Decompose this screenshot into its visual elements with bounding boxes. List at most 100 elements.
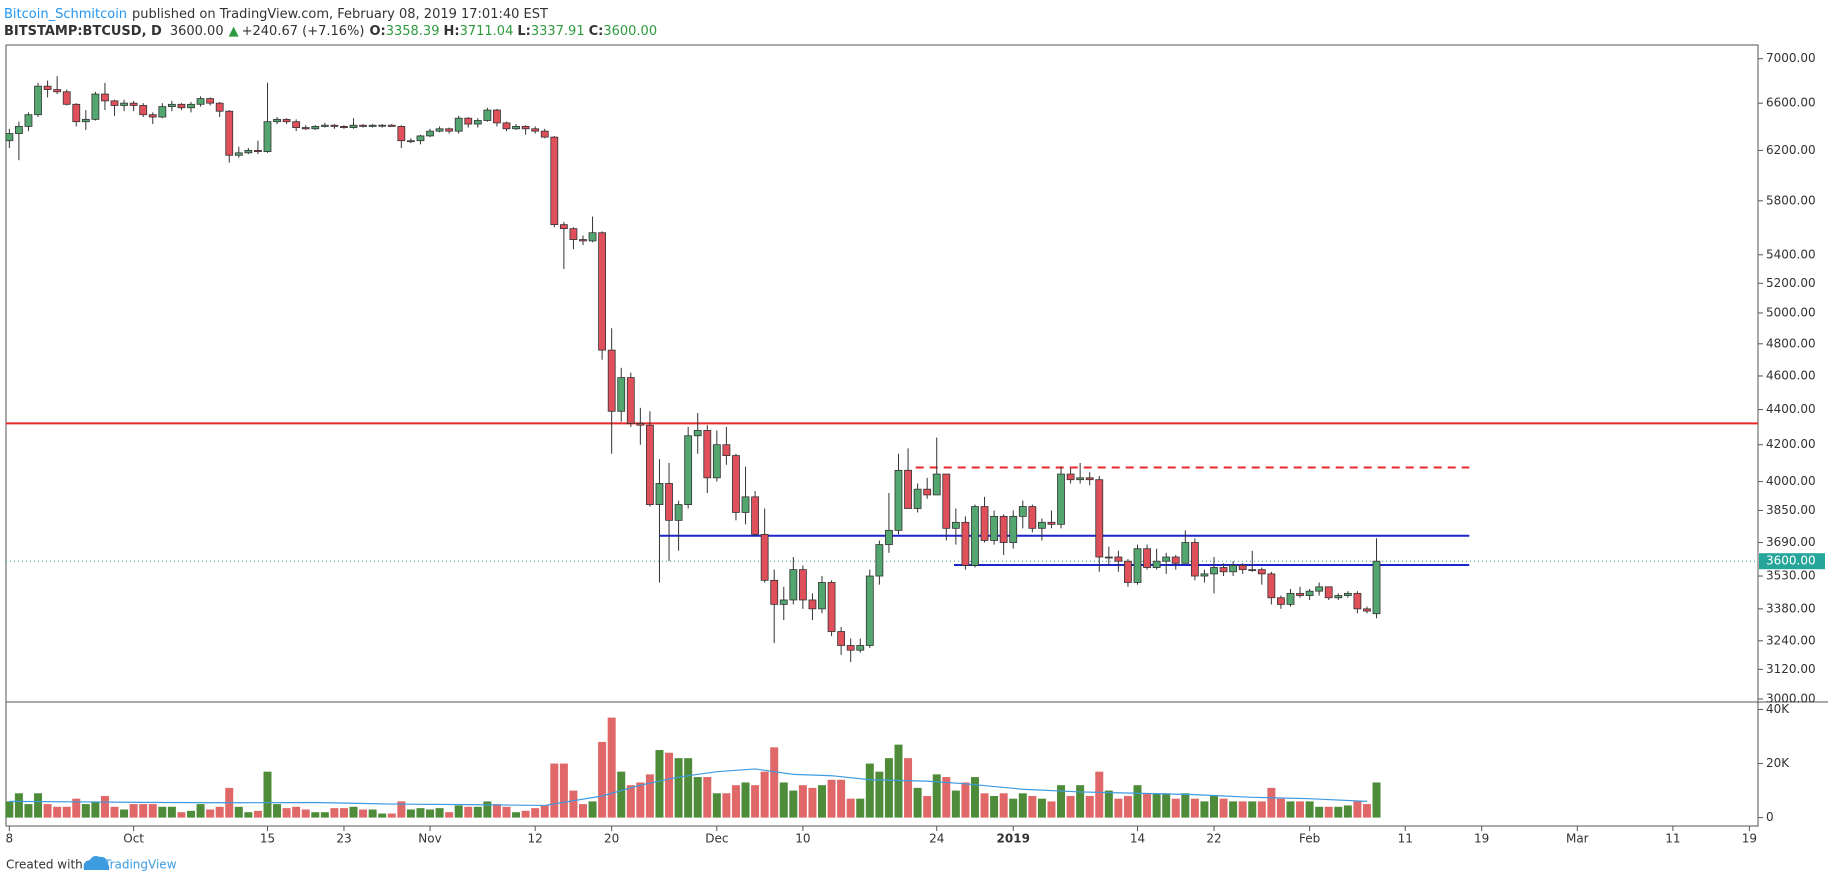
x-tick-label: Nov — [418, 832, 441, 846]
volume-bar — [540, 805, 549, 818]
candle-body — [741, 496, 750, 513]
volume-bar — [53, 806, 62, 818]
x-tick-label: 22 — [1206, 832, 1221, 846]
volume-bar — [1296, 801, 1305, 818]
candle-body — [827, 582, 836, 632]
candle-body — [1190, 542, 1199, 577]
volume-bar — [1047, 801, 1056, 818]
candle-body — [712, 444, 721, 479]
volume-bar — [1276, 798, 1285, 818]
candle-body — [1277, 597, 1285, 605]
volume-bar — [559, 763, 568, 818]
candle-body — [1038, 521, 1046, 529]
x-tick-label: 24 — [929, 832, 944, 846]
volume-bar — [894, 744, 903, 818]
volume-bar — [320, 812, 329, 818]
volume-bar — [1162, 793, 1171, 818]
footer-created: Created with — [6, 858, 83, 872]
volume-bar — [1305, 801, 1314, 818]
volume-bar — [970, 777, 979, 818]
volume-bar — [655, 750, 664, 818]
volume-bar — [1372, 782, 1381, 818]
volume-bar — [1238, 801, 1247, 818]
volume-bar — [1076, 785, 1085, 818]
candle-body — [1047, 521, 1056, 525]
candle-body — [464, 117, 473, 125]
volume-bar — [1190, 798, 1199, 818]
publish-line: Bitcoin_Schmitcoin published on TradingVi… — [4, 7, 548, 22]
author[interactable]: Bitcoin_Schmitcoin — [4, 7, 127, 22]
volume-bar — [359, 809, 368, 818]
label: C: — [589, 24, 604, 39]
volume-bar — [531, 808, 540, 818]
candle-body — [751, 496, 759, 535]
candle-body — [990, 515, 998, 541]
volume-bar — [139, 804, 148, 818]
candle-body — [435, 128, 444, 132]
y-tick-label: 4800.00 — [1766, 336, 1816, 350]
candle-body — [301, 127, 310, 130]
volume-bar — [588, 801, 597, 818]
volume-bar — [550, 763, 559, 818]
volume-bar — [932, 774, 941, 818]
volume-bar — [273, 804, 282, 818]
volume-bar — [1037, 798, 1046, 818]
candle-body — [1372, 560, 1381, 615]
volume-bar — [665, 752, 674, 818]
candle-body — [512, 126, 520, 130]
volume-bar — [1143, 793, 1152, 818]
volume-bar — [923, 795, 932, 818]
volume-bar — [1133, 785, 1142, 818]
candle-body — [1028, 506, 1037, 529]
candle-body — [894, 469, 903, 531]
candle-body — [808, 599, 817, 610]
volume-bar — [1028, 795, 1037, 818]
volume-bar — [454, 805, 463, 818]
y-tick-label: 3000.00 — [1766, 691, 1816, 705]
candle-body — [454, 117, 463, 132]
candle-body — [311, 126, 320, 130]
volume-bar — [760, 771, 769, 818]
arrow: ▲ — [229, 24, 239, 39]
volume-bar — [1229, 801, 1238, 818]
candle-body — [626, 377, 635, 424]
label: O: — [369, 24, 385, 39]
volume-bar — [1057, 785, 1066, 818]
candle-body — [1210, 567, 1218, 575]
candle-body — [531, 128, 540, 132]
candle-body — [951, 521, 960, 529]
volume-bar — [1085, 795, 1094, 818]
y-tick-label: 5200.00 — [1766, 276, 1816, 290]
y-tick-label: 4000.00 — [1766, 474, 1816, 488]
candle-body — [1305, 590, 1314, 596]
volume-bar — [884, 758, 893, 818]
candle-body — [158, 106, 167, 118]
volume-bar — [904, 758, 913, 818]
volume-bar — [148, 804, 157, 818]
candle-body — [416, 135, 425, 142]
volume-bar — [473, 806, 482, 818]
candle-body — [913, 488, 922, 509]
volume-bar — [741, 782, 750, 818]
volume-bar — [827, 779, 836, 818]
candle-body — [846, 645, 855, 651]
value: 3600.00 — [603, 24, 657, 39]
candle-body — [579, 239, 587, 242]
candle-body — [856, 645, 865, 651]
footer-brand[interactable]: TradingView — [103, 858, 177, 872]
candle-body — [120, 102, 128, 106]
y-tick-label: 7000.00 — [1766, 51, 1816, 65]
candle-body — [1267, 573, 1276, 599]
candle-body — [1257, 569, 1266, 575]
volume-bar — [703, 777, 712, 818]
volume-bar — [502, 806, 511, 818]
candle-body — [779, 599, 788, 605]
volume-bar — [1114, 798, 1123, 818]
volume-bar — [1324, 806, 1333, 818]
volume-bar — [1181, 793, 1190, 818]
candle-body — [1143, 548, 1151, 568]
volume-bar — [445, 812, 454, 818]
candle-body — [1114, 556, 1123, 562]
volume-bar — [177, 812, 186, 818]
volume-bar — [1343, 805, 1352, 818]
